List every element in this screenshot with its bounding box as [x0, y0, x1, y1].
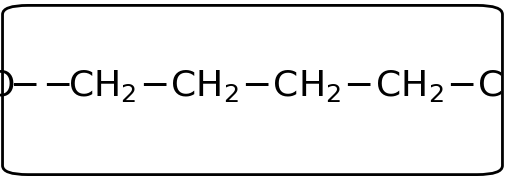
Text: $\mathsf{HO\!\!-\!\!-\!\!CH_2\!-\!CH_2\!-\!CH_2\!-\!CH_2\!-\!CH_3}$: $\mathsf{HO\!\!-\!\!-\!\!CH_2\!-\!CH_2\!…	[0, 69, 505, 104]
FancyBboxPatch shape	[3, 5, 501, 175]
